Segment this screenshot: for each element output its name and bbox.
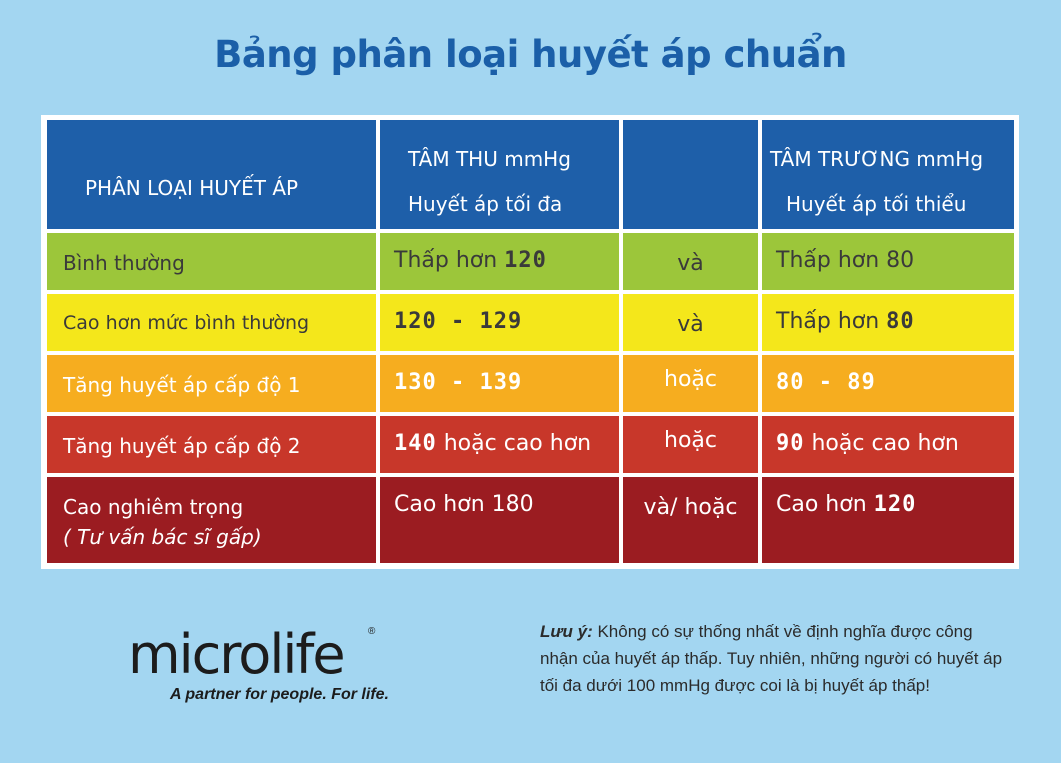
systolic-cell-pre: Thấp hơn [394, 248, 505, 273]
systolic-cell-pre: Cao hơn 180 [394, 492, 534, 517]
note-label: Lưu ý: [540, 622, 593, 641]
diastolic-cell: 80 - 89 [762, 355, 1014, 412]
connector-cell: hoặc [623, 416, 758, 473]
connector-cell: và/ hoặc [623, 477, 758, 563]
connector-text: và/ hoặc [643, 495, 738, 520]
diastolic-cell: Thấp hơn 80 [762, 233, 1014, 290]
row-label-cell: Cao nghiêm trọng ( Tư vấn bác sĩ gấp) [47, 477, 376, 563]
diastolic-cell-value: 80 - 89 [776, 370, 876, 395]
diastolic-cell: Cao hơn 120 [762, 477, 1014, 563]
systolic-cell-bold: 140 [394, 431, 437, 456]
header-connector-cell [623, 120, 758, 229]
diastolic-cell-value: Cao hơn 120 [776, 492, 916, 517]
systolic-cell-bold: 120 [504, 248, 547, 273]
diastolic-cell-post: hoặc cao hơn [804, 431, 959, 456]
connector-cell: và [623, 294, 758, 351]
systolic-cell-bold: 120 - 129 [394, 309, 523, 334]
connector-text: hoặc [664, 428, 717, 453]
systolic-cell: 120 - 129 [380, 294, 619, 351]
systolic-cell-value: 120 - 129 [394, 309, 522, 334]
diastolic-cell-bold: 120 [873, 492, 917, 517]
row-label-cell: Tăng huyết áp cấp độ 2 [47, 416, 376, 473]
connector-text: và [677, 312, 704, 337]
systolic-cell-value: Cao hơn 180 [394, 492, 534, 517]
blood-pressure-table: PHÂN LOẠI HUYẾT ÁP TÂM THU mmHg Huyết áp… [41, 115, 1019, 569]
systolic-cell: Cao hơn 180 [380, 477, 619, 563]
note-text: Không có sự thống nhất về định nghĩa đượ… [540, 622, 1003, 695]
row-label-cell: Cao hơn mức bình thường [47, 294, 376, 351]
diastolic-cell-value: Thấp hơn 80 [776, 248, 914, 273]
systolic-cell: Thấp hơn 120 [380, 233, 619, 290]
diastolic-cell-value: 90 hoặc cao hơn [776, 431, 959, 456]
registered-mark: ® [368, 626, 376, 637]
row-label-cell: Bình thường [47, 233, 376, 290]
row-label: Tăng huyết áp cấp độ 2 [63, 434, 301, 458]
connector-text: hoặc [664, 367, 717, 392]
header-category-label: PHÂN LOẠI HUYẾT ÁP [85, 176, 299, 200]
diastolic-cell-pre: Thấp hơn 80 [776, 248, 915, 273]
systolic-cell-value: 130 - 139 [394, 370, 522, 395]
row-label: Bình thường [63, 251, 185, 275]
header-diastolic-cell: TÂM TRƯƠNG mmHg Huyết áp tối thiểu [762, 120, 1014, 229]
systolic-cell: 130 - 139 [380, 355, 619, 412]
connector-cell: và [623, 233, 758, 290]
microlife-logo: microlife [128, 623, 346, 686]
header-systolic-title: TÂM THU mmHg [408, 147, 571, 171]
systolic-cell-value: 140 hoặc cao hơn [394, 431, 591, 456]
row-label: Cao hơn mức bình thường [63, 312, 310, 334]
header-diastolic-title: TÂM TRƯƠNG mmHg [770, 147, 984, 171]
header-diastolic-subtitle: Huyết áp tối thiểu [786, 192, 967, 216]
row-label-cell: Tăng huyết áp cấp độ 1 [47, 355, 376, 412]
header-category-cell: PHÂN LOẠI HUYẾT ÁP [47, 120, 376, 229]
systolic-cell-post: hoặc cao hơn [436, 431, 592, 456]
diastolic-cell-pre: Thấp hơn [776, 309, 887, 334]
systolic-cell: 140 hoặc cao hơn [380, 416, 619, 473]
systolic-cell-bold: 130 - 139 [394, 370, 523, 395]
row-label: Tăng huyết áp cấp độ 1 [63, 373, 301, 397]
diastolic-cell-bold: 80 - 89 [776, 370, 876, 395]
connector-text: và [677, 251, 704, 276]
header-systolic-cell: TÂM THU mmHg Huyết áp tối đa [380, 120, 619, 229]
logo-tagline: A partner for people. For life. [170, 686, 389, 703]
diastolic-cell-value: Thấp hơn 80 [776, 309, 915, 334]
diastolic-cell: 90 hoặc cao hơn [762, 416, 1014, 473]
diastolic-cell: Thấp hơn 80 [762, 294, 1014, 351]
diastolic-cell-bold: 90 [776, 431, 805, 456]
page-title: Bảng phân loại huyết áp chuẩn [214, 33, 847, 76]
note-paragraph: Lưu ý: Không có sự thống nhất về định ng… [540, 618, 1010, 699]
row-sublabel: ( Tư vấn bác sĩ gấp) [63, 525, 262, 549]
connector-cell: hoặc [623, 355, 758, 412]
diastolic-cell-pre: Cao hơn [776, 492, 874, 517]
row-label: Cao nghiêm trọng [63, 495, 244, 519]
systolic-cell-value: Thấp hơn 120 [394, 248, 547, 273]
header-systolic-subtitle: Huyết áp tối đa [408, 192, 563, 216]
diastolic-cell-bold: 80 [886, 309, 915, 334]
